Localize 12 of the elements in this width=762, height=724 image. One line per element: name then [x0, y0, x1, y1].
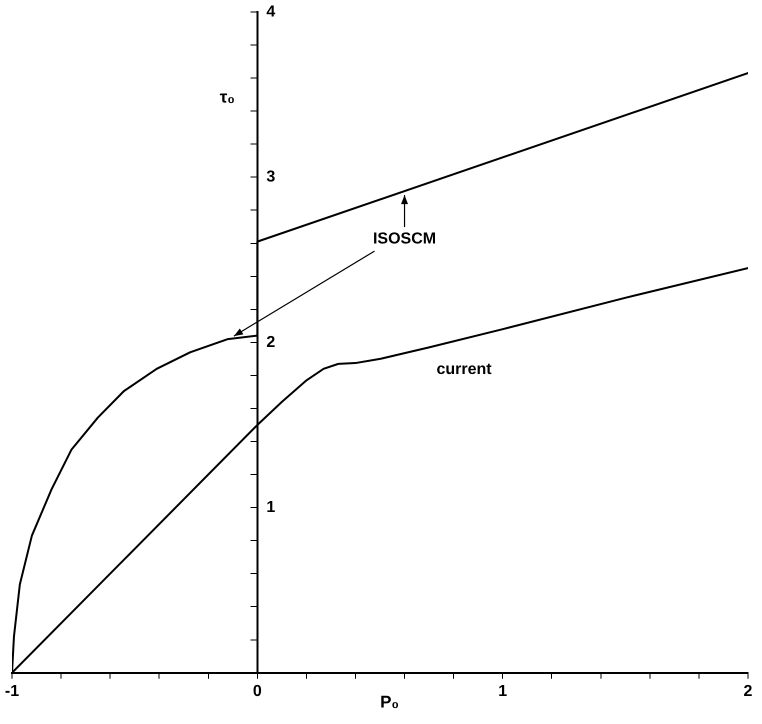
x-axis-title: P₀ [380, 692, 400, 712]
x-tick-label: -1 [4, 682, 20, 700]
y-tick-label: 2 [266, 334, 276, 351]
x-tick-label: 1 [498, 682, 508, 700]
x-tick-label: 2 [744, 682, 753, 700]
legend-label: ISOSCM [372, 230, 436, 248]
y-axis-title: τ₀ [220, 88, 235, 107]
x-tick-label: 0 [252, 682, 262, 700]
y-tick-label: 4 [266, 3, 276, 20]
series-label: current [436, 360, 492, 378]
y-tick-label: 1 [266, 499, 276, 516]
y-tick-label: 3 [266, 168, 276, 186]
